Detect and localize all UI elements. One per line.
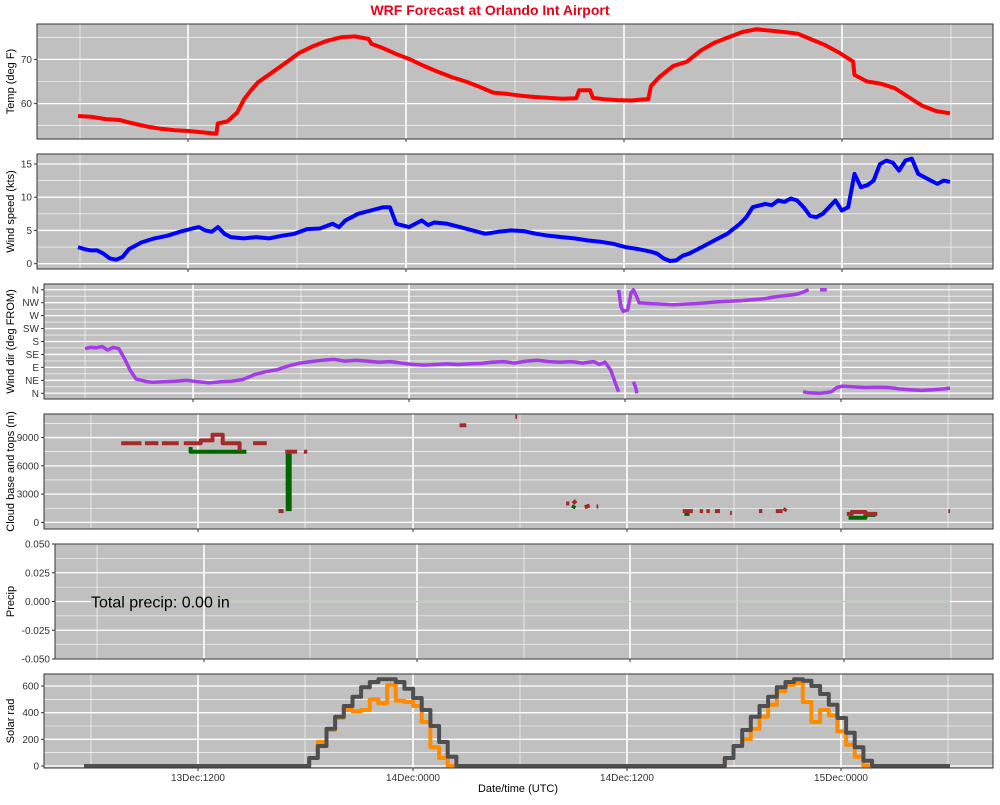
y-tick-label: NE [25,376,39,387]
data-layer [77,156,951,263]
x-tick-label: 14Dec:1200 [600,773,654,784]
y-axis-label: Temp (deg F) [5,49,17,114]
y-tick-label: 6000 [17,461,40,472]
y-tick-label: NW [22,298,39,309]
y-tick-label: N [32,285,39,296]
y-tick-label: 15 [21,159,33,170]
panel-precip: -0.050 -0.025 0.000 0.025 0.050 Precip Total p… [5,540,994,666]
panel-border [43,673,994,769]
y-axis-label: Solar rad [5,699,17,744]
panel-border [54,543,994,660]
panel-border [36,23,994,140]
y-tick-label: 5 [26,226,32,237]
cloud-segment-cloud_base-0 [188,447,247,454]
y-tick-label: N [32,389,39,400]
data-layer [121,414,950,520]
series-line-wdir-0 [84,344,621,393]
y-tick-label: SE [26,350,40,361]
series-line-wdir-4 [802,384,951,396]
y-tick-label: 0.025 [25,568,50,579]
cloud-segment-cloud_top-17 [583,503,591,510]
x-axis-label: Date/time (UTC) [478,783,558,795]
cloud-segment-cloud_top-8 [183,432,242,451]
y-axis-label: Precip [5,586,17,617]
y-tick-label: 0.050 [25,540,50,551]
series-line-solar_clear-1 [84,677,950,768]
y-axis-label: Wind dir (deg FROM) [5,289,17,394]
y-tick-label: -0.025 [22,626,51,637]
series-line-wdir-2 [616,288,810,314]
y-tick-label: 70 [21,55,33,66]
precip-annotation: Total precip: 0.00 in [91,595,230,612]
cloud-segment-cloud_top-16 [571,499,578,506]
y-axis-label: Wind speed (kts) [5,170,17,253]
y-tick-label: -0.050 [22,655,51,666]
y-tick-label: SW [23,324,40,335]
data-layer [84,288,951,396]
y-tick-label: 0.000 [25,597,50,608]
y-tick-label: 60 [21,99,33,110]
y-tick-label: 600 [22,682,39,693]
y-tick-label: 400 [22,708,39,719]
y-tick-label: E [32,363,39,374]
y-tick-label: 9000 [17,433,40,444]
y-tick-label: W [30,311,40,322]
chart-title: WRF Forecast at Orlando Int Airport [370,2,609,18]
y-tick-label: S [32,337,39,348]
y-tick-label: 10 [21,193,33,204]
x-tick-label: 15Dec:0000 [814,773,868,784]
y-tick-label: 0 [26,259,32,270]
series-line-wind-0 [77,156,951,263]
y-axis-label: Cloud base and tops (m) [5,411,17,531]
panel-solar: 0 200 400 600 13Dec:1200 14Dec:0000 14Dec:1200… [5,673,994,784]
y-tick-label: 0 [33,762,39,773]
x-tick-label: 13Dec:1200 [171,773,225,784]
panel-background [44,414,993,529]
series-line-wdir-1 [631,381,639,394]
panel-wind: 0 5 10 15 Wind speed (kts) [5,153,994,272]
y-tick-label: 3000 [17,490,40,501]
cloud-segment-cloud_base-2 [571,504,577,510]
y-tick-label: 200 [22,735,39,746]
panel-temp: 60 70 Temp (deg F) [5,23,994,142]
panel-wdir: N NE E SE S SW W NW N Wind dir (deg FROM) [5,283,994,402]
cloud-segment-cloud_top-26 [782,507,788,513]
panel-border [36,153,994,270]
panel-background [44,674,993,768]
panel-border [43,283,994,400]
series-line-temp-0 [77,27,951,136]
data-layer [77,27,951,136]
panel-border [43,413,994,530]
x-tick-label: 14Dec:0000 [386,773,440,784]
y-tick-label: 0 [33,518,39,529]
cloud-segment-cloud_top-27 [846,510,878,516]
data-layer [84,677,950,768]
